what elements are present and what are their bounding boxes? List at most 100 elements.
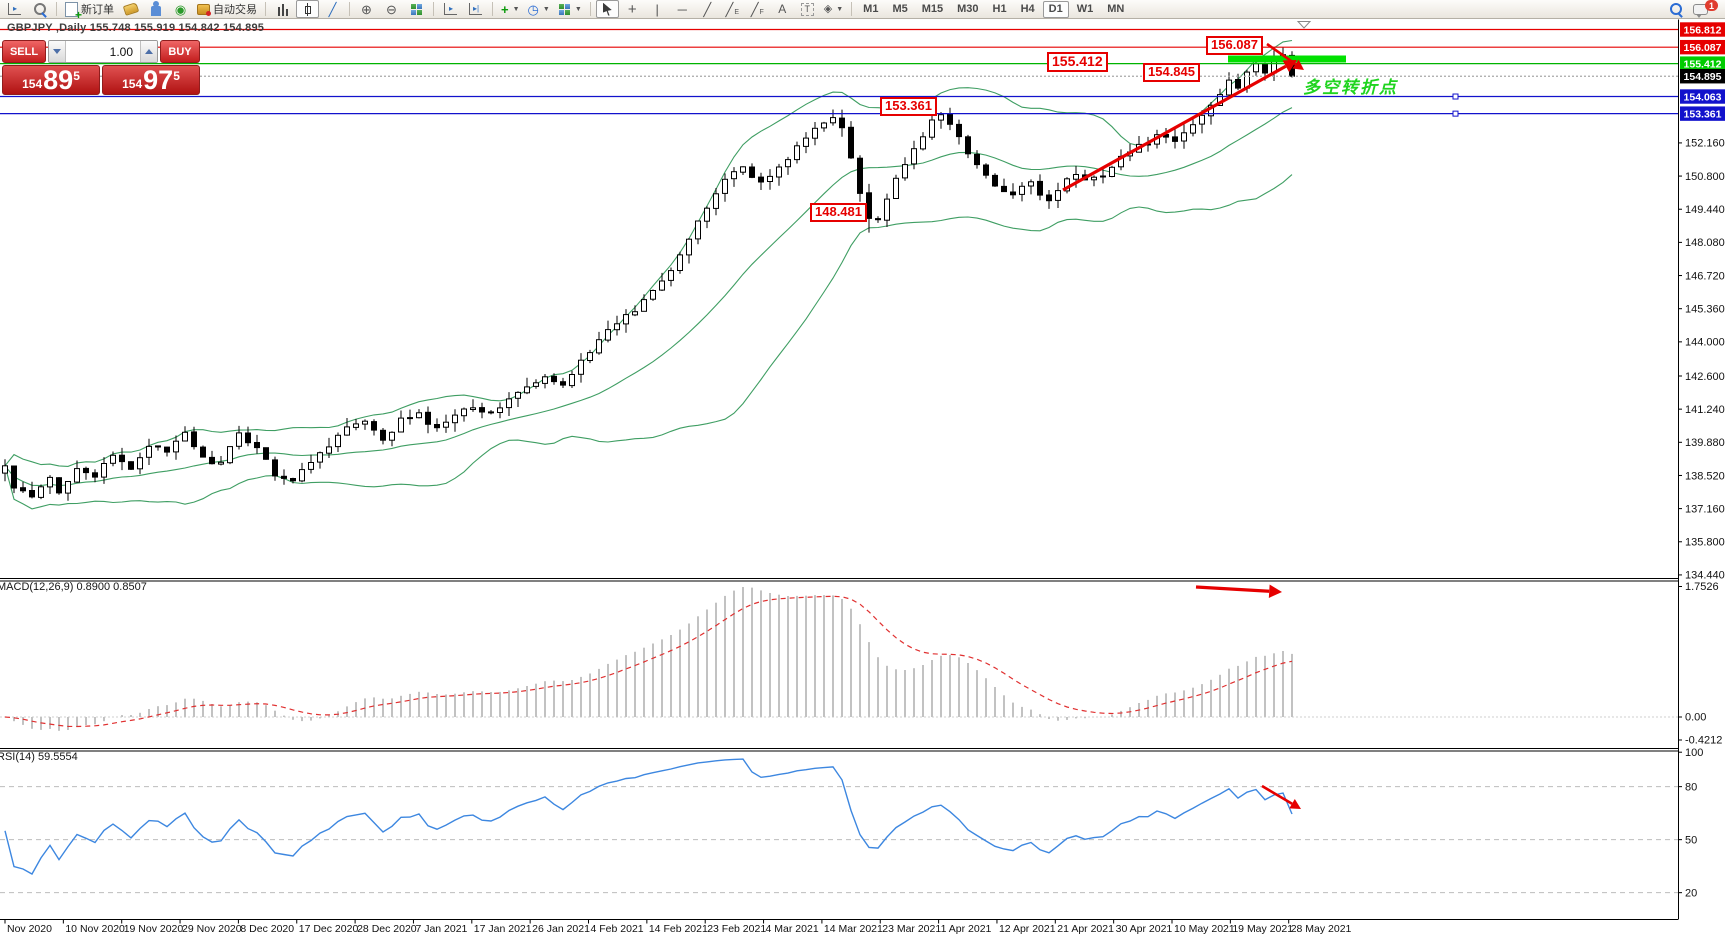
arrow-head-icon	[1268, 584, 1282, 598]
rsi-scale-label: 50	[1685, 834, 1697, 846]
date-label: 14 Mar 2021	[824, 923, 883, 935]
crosshair-icon[interactable]: +	[627, 0, 637, 18]
chart-zoom-icon[interactable]	[28, 0, 51, 18]
indicators-add-icon[interactable]: + ▼	[501, 1, 520, 17]
buy-button[interactable]: BUY	[160, 40, 200, 63]
candlestick-series	[2, 47, 1295, 501]
toolbar-separator	[349, 2, 350, 16]
toolbar-separator	[265, 2, 266, 16]
drawn-arrow[interactable]	[1261, 784, 1293, 805]
horizontal-line-icon[interactable]: ─	[677, 1, 687, 17]
price-tag-label: 155.412	[1684, 58, 1722, 70]
autotrade-button[interactable]: 自动交易	[194, 0, 260, 18]
price-scale-label: 134.440	[1685, 570, 1725, 582]
timeframe-m15[interactable]: M15	[921, 3, 944, 15]
text-label-icon[interactable]: T	[796, 0, 819, 18]
periods-icon[interactable]: ◷ ▼	[527, 1, 550, 17]
date-label: 7 Jan 2021	[415, 923, 467, 935]
macd-scale-label: 1.7526	[1685, 581, 1719, 593]
notifications-icon[interactable]: 1	[1689, 0, 1718, 18]
zoom-out-icon[interactable]: ⊖	[386, 1, 397, 17]
buy-price-big: 97	[143, 65, 174, 96]
price-scale-label: 144.000	[1685, 337, 1725, 349]
autotrade-label: 自动交易	[213, 4, 257, 16]
volume-input[interactable]: 1.00	[109, 44, 133, 59]
timeframe-h4[interactable]: H4	[1020, 3, 1035, 15]
search-icon[interactable]	[1664, 0, 1687, 18]
macd-signal-line	[4, 595, 1293, 728]
cursor-icon[interactable]	[595, 0, 619, 18]
price-tag	[1680, 56, 1725, 71]
volume-control: 1.00	[48, 40, 158, 63]
text-icon[interactable]: A	[778, 2, 787, 16]
price-tag	[1680, 69, 1725, 84]
buy-price-tile[interactable]: 154 97 5	[102, 65, 200, 95]
price-tag	[1680, 89, 1725, 104]
equidistant-channel-icon[interactable]: ╱ E	[725, 1, 740, 17]
timeframe-h1[interactable]: H1	[992, 3, 1007, 15]
timeframe-w1[interactable]: W1	[1076, 3, 1094, 15]
sell-price-sup: 5	[73, 69, 80, 83]
chart-shift-icon[interactable]: ▸|	[464, 0, 487, 18]
timeframe-m1[interactable]: M1	[863, 3, 879, 15]
price-tag-label: 154.063	[1684, 91, 1722, 103]
timeframe-mn[interactable]: MN	[1107, 3, 1125, 15]
date-label: 26 Jan 2021	[532, 923, 590, 935]
date-label: 21 Apr 2021	[1057, 923, 1114, 935]
timeframe-d1[interactable]: D1	[1042, 0, 1069, 18]
sell-button[interactable]: SELL	[2, 40, 46, 63]
styles-icon[interactable]	[119, 0, 142, 18]
chart-frame	[0, 19, 1679, 920]
line-handle[interactable]	[1452, 93, 1459, 100]
templates-icon[interactable]: ▼	[555, 0, 585, 18]
drawn-arrow[interactable]	[1195, 585, 1270, 593]
price-scale-label: 139.880	[1685, 437, 1725, 449]
drawn-arrow[interactable]	[1266, 42, 1297, 66]
volume-increase-button[interactable]	[140, 41, 157, 62]
price-scale-label: 149.440	[1685, 204, 1725, 216]
timeframe-m5[interactable]: M5	[892, 3, 908, 15]
date-label: 10 May 2021	[1174, 923, 1235, 935]
line-chart-icon[interactable]: ╱	[328, 1, 337, 17]
date-label: 23 Mar 2021	[882, 923, 941, 935]
toolbar-separator	[589, 2, 591, 16]
candles-icon[interactable]	[296, 0, 319, 18]
sell-price-tile[interactable]: 154 89 5	[2, 65, 100, 95]
toolbar-separator	[851, 2, 853, 16]
chart-window-icon[interactable]: ▸	[3, 0, 26, 18]
timeframe-m30[interactable]: M30	[957, 3, 979, 15]
date-label: 19 Nov 2020	[124, 923, 184, 935]
volume-decrease-button[interactable]	[49, 41, 66, 62]
autotrade-icon	[197, 3, 211, 16]
shapes-icon[interactable]: ◈ ▼	[823, 2, 844, 15]
signals-icon[interactable]: ◉	[174, 1, 187, 17]
toolbar: ▸ 新订单 ◉ 自动交易 ╱ ⊕ ⊖ ▸ ▸| +▼ ◷▼ ▼ + | ─ ╱ …	[0, 0, 1725, 22]
price-tag	[1680, 22, 1725, 37]
date-label: 12 Apr 2021	[999, 923, 1056, 935]
price-axis: 152.160 150.800 149.440 148.080 146.720 145.3…	[1678, 138, 1725, 582]
fibonacci-icon[interactable]: ╱ F	[750, 1, 764, 17]
price-tag	[1680, 106, 1725, 121]
date-label: 28 May 2021	[1291, 923, 1352, 935]
macd-panel: 1.7526 0.00 -0.4212	[0, 581, 1722, 747]
price-scale-label: 142.600	[1685, 371, 1725, 383]
zoom-in-icon[interactable]: ⊕	[361, 1, 372, 17]
date-label: Nov 2020	[7, 923, 52, 935]
community-icon[interactable]	[144, 0, 167, 18]
line-handle[interactable]	[1452, 110, 1459, 117]
new-order-button[interactable]: 新订单	[62, 0, 117, 22]
tile-windows-icon[interactable]	[405, 0, 428, 18]
bars-icon[interactable]	[271, 0, 294, 18]
price-tag-label: 153.361	[1684, 108, 1722, 120]
date-label: 30 Apr 2021	[1116, 923, 1173, 935]
vertical-line-icon[interactable]: |	[655, 1, 659, 17]
drawn-arrow[interactable]	[1062, 64, 1287, 192]
trendline-icon[interactable]: ╱	[703, 1, 712, 17]
auto-scroll-icon[interactable]: ▸	[439, 0, 462, 18]
sell-price-big: 89	[43, 65, 74, 96]
arrow-head-icon	[1292, 59, 1304, 70]
price-tag	[1680, 39, 1725, 55]
date-label: 17 Jan 2021	[474, 923, 532, 935]
